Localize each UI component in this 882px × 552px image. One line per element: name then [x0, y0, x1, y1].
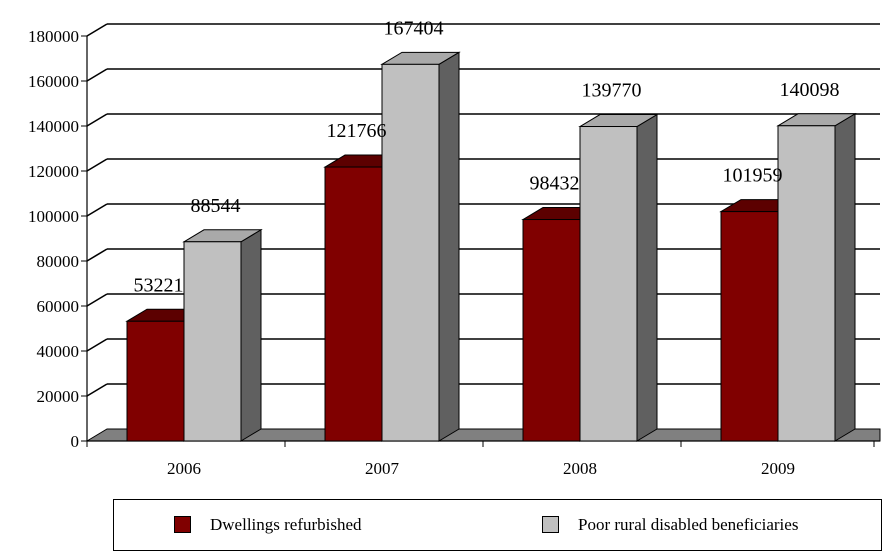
data-label-2009-s1: 101959: [723, 165, 783, 187]
y-tick-label: 40000: [37, 342, 80, 361]
legend-swatch-dwellings: [174, 516, 191, 533]
data-label-2008-s1: 98432: [530, 173, 580, 195]
axes: 0 20000 40000 60000 80000 100000 120000 140000 1…: [28, 27, 880, 478]
legend: Dwellings refurbished Poor rural disable…: [113, 499, 882, 551]
data-label-2006-s1: 53221: [134, 274, 184, 296]
data-labels: 53221 88544 121766 167404 98432 139770 101959 1…: [134, 17, 840, 296]
x-tick-label-2008: 2008: [563, 459, 597, 478]
bar-2006-s1: [126, 320, 185, 442]
data-label-2007-s1: 121766: [327, 120, 387, 142]
gridline-depth: [86, 248, 108, 262]
data-label-2007-s2: 167404: [384, 17, 444, 39]
bar-2007-s2-side: [438, 51, 460, 442]
bar-2008-s2: [579, 126, 638, 442]
bar-2009-s1: [720, 211, 779, 442]
gridline-depth: [86, 293, 108, 307]
y-tick-label: 180000: [28, 27, 79, 46]
legend-label-beneficiaries: Poor rural disabled beneficiaries: [578, 515, 799, 534]
gridline-depth: [86, 158, 108, 172]
bars: [125, 51, 857, 442]
gridline-depth: [86, 113, 108, 127]
y-tick-label: 100000: [28, 207, 79, 226]
y-tick-label: 140000: [28, 117, 79, 136]
y-tick-label: 20000: [37, 387, 80, 406]
bar-2009-s2: [777, 125, 836, 442]
data-label-2008-s2: 139770: [582, 80, 642, 102]
bar-2006-s2-side: [240, 228, 262, 442]
gridline-depth: [86, 68, 108, 82]
gridline-depth: [86, 383, 108, 397]
gridline-depth: [86, 338, 108, 352]
y-tick-label: 0: [71, 432, 80, 451]
y-tick-label: 120000: [28, 162, 79, 181]
gridline-depth: [86, 203, 108, 217]
legend-label-dwellings: Dwellings refurbished: [210, 515, 362, 534]
y-tick-label: 160000: [28, 72, 79, 91]
bar-2008-s2-side: [636, 113, 658, 442]
x-tick-label-2009: 2009: [761, 459, 795, 478]
bar-2007-s1: [324, 166, 383, 442]
bar-2009-s2-side: [834, 112, 856, 442]
x-tick-label-2006: 2006: [167, 459, 201, 478]
y-tick-label: 80000: [37, 252, 80, 271]
bar-2008-s1: [522, 219, 581, 442]
data-label-2009-s2: 140098: [780, 79, 840, 101]
data-label-2006-s2: 88544: [191, 195, 241, 217]
x-tick-label-2007: 2007: [365, 459, 400, 478]
legend-swatch-beneficiaries: [542, 516, 559, 533]
y-tick-label: 60000: [37, 297, 80, 316]
gridline-depth: [86, 23, 108, 37]
bar-2007-s2: [381, 63, 440, 442]
bar-2006-s2: [183, 241, 242, 442]
